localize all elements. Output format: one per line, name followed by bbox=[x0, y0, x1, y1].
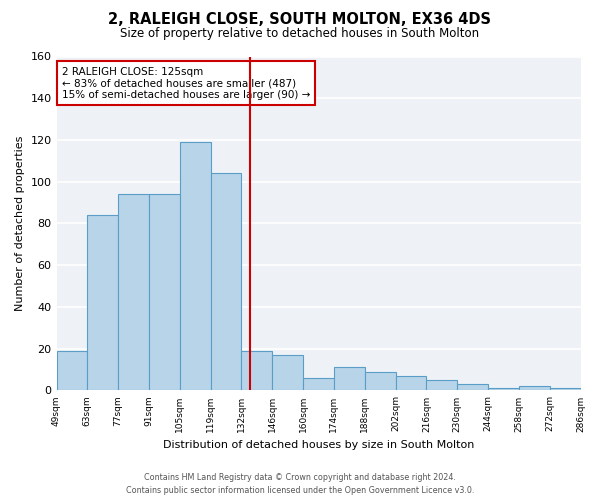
X-axis label: Distribution of detached houses by size in South Molton: Distribution of detached houses by size … bbox=[163, 440, 474, 450]
Bar bbox=[550, 388, 581, 390]
Y-axis label: Number of detached properties: Number of detached properties bbox=[15, 136, 25, 311]
Text: Contains HM Land Registry data © Crown copyright and database right 2024.
Contai: Contains HM Land Registry data © Crown c… bbox=[126, 473, 474, 495]
Bar bbox=[519, 386, 550, 390]
Bar bbox=[427, 380, 457, 390]
Bar bbox=[457, 384, 488, 390]
Bar bbox=[56, 351, 88, 391]
Bar bbox=[488, 388, 519, 390]
Text: Size of property relative to detached houses in South Molton: Size of property relative to detached ho… bbox=[121, 28, 479, 40]
Bar bbox=[211, 174, 241, 390]
Bar bbox=[118, 194, 149, 390]
Text: 2, RALEIGH CLOSE, SOUTH MOLTON, EX36 4DS: 2, RALEIGH CLOSE, SOUTH MOLTON, EX36 4DS bbox=[109, 12, 491, 28]
Text: 2 RALEIGH CLOSE: 125sqm
← 83% of detached houses are smaller (487)
15% of semi-d: 2 RALEIGH CLOSE: 125sqm ← 83% of detache… bbox=[62, 66, 310, 100]
Bar bbox=[365, 372, 395, 390]
Bar bbox=[334, 368, 365, 390]
Bar bbox=[149, 194, 180, 390]
Bar bbox=[88, 215, 118, 390]
Bar bbox=[395, 376, 427, 390]
Bar bbox=[272, 355, 303, 390]
Bar bbox=[303, 378, 334, 390]
Bar bbox=[180, 142, 211, 390]
Bar bbox=[241, 351, 272, 391]
